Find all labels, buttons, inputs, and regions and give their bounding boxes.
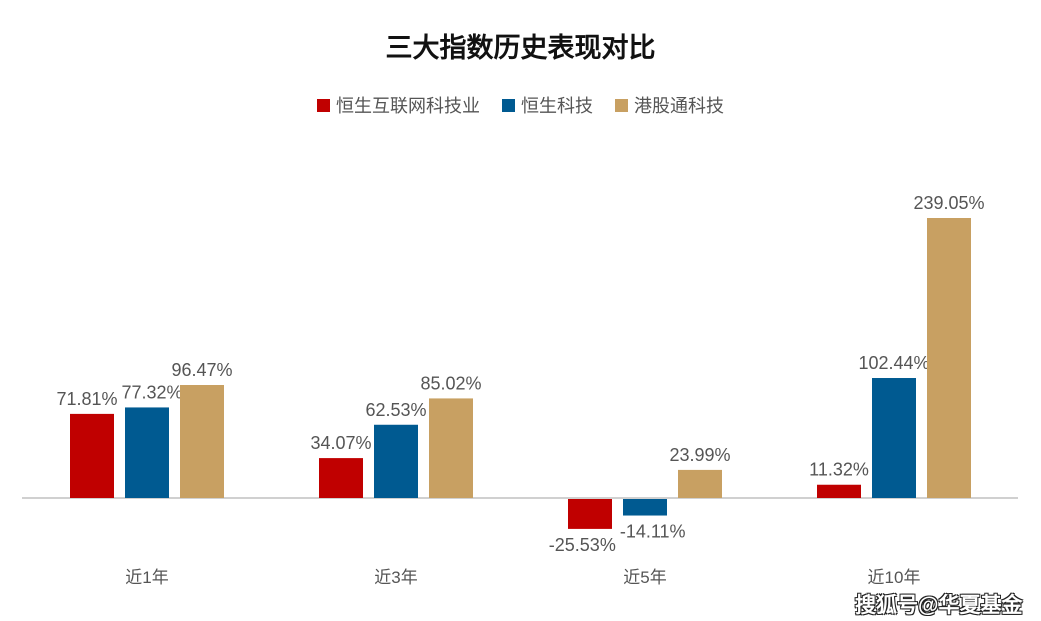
legend-label: 恒生科技 — [521, 96, 593, 116]
category-label: 近10年 — [868, 568, 921, 587]
data-label: 23.99% — [669, 445, 730, 465]
data-label: 77.32% — [122, 382, 183, 402]
bar — [70, 413, 114, 498]
bar — [180, 385, 224, 498]
bar — [125, 407, 169, 498]
legend-swatch — [615, 98, 628, 112]
data-label: 239.05% — [913, 193, 984, 213]
legend-item: 恒生互联网科技业 — [317, 92, 480, 118]
bar — [872, 378, 916, 498]
bar — [568, 499, 612, 529]
category-label: 近1年 — [125, 568, 168, 587]
legend-swatch — [502, 98, 515, 112]
data-label: 34.07% — [310, 433, 371, 453]
legend-label: 港股通科技 — [634, 96, 724, 116]
data-label: 11.32% — [809, 460, 869, 480]
bar — [927, 218, 971, 498]
legend-label: 恒生互联网科技业 — [336, 96, 480, 116]
bar — [623, 499, 667, 516]
data-label: 102.44% — [858, 353, 929, 373]
bar — [678, 469, 722, 498]
legend-item: 港股通科技 — [615, 92, 724, 118]
bar — [817, 484, 861, 498]
bar — [374, 424, 418, 498]
legend-swatch — [317, 98, 330, 112]
data-label: 62.53% — [365, 400, 426, 420]
category-label: 近3年 — [374, 568, 417, 587]
data-label: 85.02% — [420, 373, 481, 393]
watermark: 搜狐号@华夏基金 — [855, 594, 1023, 617]
legend-item: 恒生科技 — [502, 92, 593, 118]
data-label: 96.47% — [171, 360, 232, 380]
bar — [319, 458, 363, 498]
chart-title: 三大指数历史表现对比 — [385, 33, 656, 63]
data-label: -14.11% — [620, 522, 686, 542]
category-label: 近5年 — [623, 568, 666, 587]
legend: 恒生互联网科技业 恒生科技 港股通科技 — [0, 92, 1041, 118]
data-label: 71.81% — [56, 389, 117, 409]
bar — [429, 398, 473, 498]
data-label: -25.53% — [549, 535, 616, 555]
